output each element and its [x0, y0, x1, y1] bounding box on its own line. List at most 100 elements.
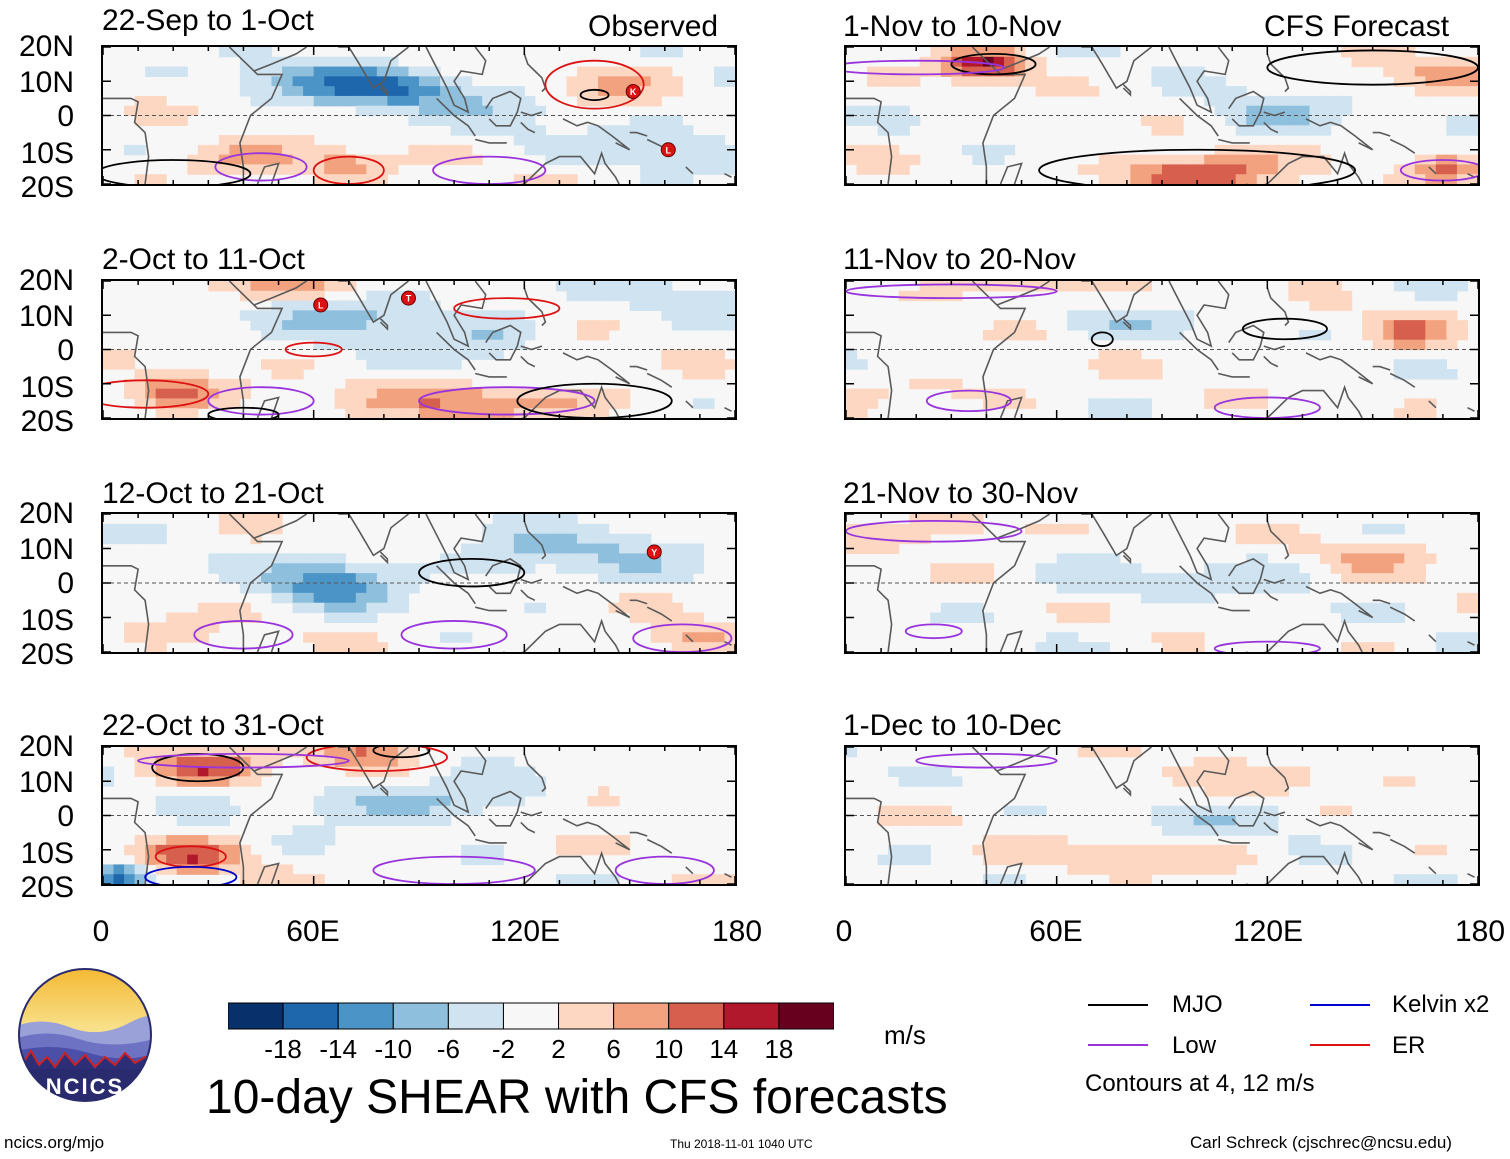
- shear-cell: [387, 164, 399, 175]
- shear-cell: [1467, 125, 1478, 136]
- shear-cell: [145, 622, 157, 633]
- shear-cell: [608, 320, 620, 331]
- shear-cell: [713, 369, 726, 380]
- shear-cell: [650, 154, 662, 166]
- shear-cell: [671, 115, 683, 126]
- shear-cell: [1393, 408, 1405, 418]
- panel-title-4: 22-Oct to 31-Oct: [102, 709, 324, 742]
- shear-cell: [376, 563, 388, 574]
- shear-cell: [1414, 76, 1426, 87]
- coastline: [1218, 838, 1250, 844]
- shear-cell: [292, 573, 304, 584]
- shear-cell: [577, 329, 589, 341]
- shear-cell: [1414, 329, 1426, 341]
- shear-cell: [1256, 766, 1268, 777]
- shear-cell: [261, 766, 273, 777]
- shear-cell: [419, 144, 431, 156]
- shear-cell: [218, 602, 230, 614]
- shear-cell: [513, 320, 525, 331]
- shear-cell: [1140, 408, 1153, 418]
- shear-cell: [387, 105, 399, 117]
- shear-cell: [1246, 583, 1258, 594]
- shear-cell: [1414, 543, 1426, 555]
- shear-cell: [867, 66, 879, 77]
- shear-cell: [355, 602, 367, 614]
- shear-cell: [629, 573, 641, 584]
- shear-cell: [1320, 300, 1332, 311]
- shear-cell: [629, 612, 641, 624]
- coastline: [485, 790, 522, 827]
- shear-cell: [513, 310, 525, 321]
- shear-cell: [888, 125, 900, 136]
- shear-cell: [345, 795, 357, 807]
- shear-cell: [1467, 602, 1478, 614]
- coastline: [475, 138, 507, 144]
- shear-cell: [1414, 154, 1426, 166]
- shear-cell: [629, 135, 641, 146]
- contour-er: [284, 341, 343, 358]
- shear-cell: [429, 408, 441, 418]
- shear-cell: [629, 592, 641, 604]
- colorbar-tick-label: -10: [374, 1034, 413, 1064]
- contour-low: [925, 389, 1012, 413]
- figure-title: 10-day SHEAR with CFS forecasts: [206, 1071, 948, 1124]
- shear-cell: [1320, 95, 1332, 107]
- shear-cell: [145, 398, 157, 409]
- shear-cell: [1393, 573, 1405, 584]
- shear-cell: [366, 320, 378, 331]
- shear-cell: [555, 514, 568, 525]
- shear-cell: [972, 388, 984, 400]
- shear-cell: [650, 563, 662, 574]
- shear-cell: [1162, 86, 1174, 97]
- shear-cell: [303, 86, 315, 97]
- shear-cell: [867, 523, 879, 535]
- shear-cell: [524, 135, 536, 146]
- shear-cell: [1162, 805, 1174, 817]
- shear-cell: [940, 290, 952, 302]
- shear-cell: [898, 533, 910, 545]
- shear-cell: [1225, 815, 1237, 826]
- colorbar-tick-label: 6: [606, 1034, 621, 1064]
- shear-cell: [1088, 563, 1100, 574]
- shear-cell: [682, 642, 694, 652]
- shear-cell: [661, 632, 673, 643]
- shear-cell: [930, 56, 942, 68]
- shear-cell: [682, 573, 694, 584]
- shear-cell: [682, 144, 694, 156]
- shear-cell: [1330, 553, 1342, 564]
- shear-cell: [888, 144, 900, 156]
- shear-cell: [940, 523, 952, 535]
- shear-cell: [1162, 573, 1174, 584]
- shear-cell: [1362, 523, 1374, 535]
- contour-mjo: [418, 557, 526, 588]
- shear-cell: [1151, 844, 1163, 856]
- shear-cell: [218, 281, 230, 292]
- shear-cell: [387, 398, 399, 409]
- coastline: [436, 331, 476, 371]
- shear-cell: [640, 543, 652, 555]
- shear-cell: [1235, 125, 1247, 136]
- shear-cell: [566, 533, 578, 545]
- shear-cell: [345, 573, 357, 584]
- shear-cell: [440, 86, 452, 97]
- colorbar-swatch: [723, 1002, 780, 1030]
- shear-cell: [930, 66, 942, 77]
- shear-cell: [1172, 86, 1184, 97]
- shear-cell: [155, 795, 167, 807]
- shear-cell: [239, 388, 252, 400]
- shear-cell: [577, 563, 589, 574]
- shear-cell: [545, 135, 557, 146]
- shear-cell: [408, 339, 420, 351]
- shear-cell: [650, 602, 662, 614]
- shear-cell: [197, 805, 209, 817]
- coastline: [996, 514, 1051, 539]
- coastline: [103, 565, 150, 652]
- shear-cell: [524, 105, 536, 117]
- shear-cell: [345, 310, 357, 321]
- shear-cell: [598, 786, 610, 797]
- shear-cell: [1414, 408, 1426, 418]
- shear-cell: [324, 805, 336, 817]
- colorbar-swatch: [282, 1002, 339, 1030]
- shear-cell: [930, 815, 942, 826]
- shear-cell: [218, 523, 230, 535]
